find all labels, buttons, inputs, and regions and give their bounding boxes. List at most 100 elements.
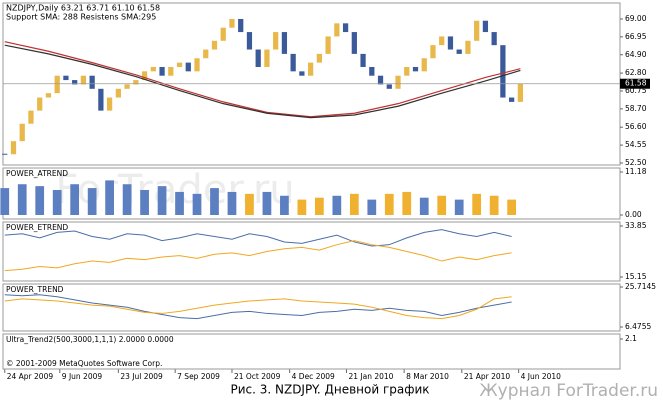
candle (412, 66, 419, 72)
candle (308, 62, 314, 76)
histogram-bar (384, 193, 394, 215)
candle (351, 32, 357, 54)
histogram-bar (280, 195, 289, 215)
histogram-bar (437, 195, 447, 215)
x-tick-label: 8 Mar 2010 (406, 372, 449, 381)
candle (185, 62, 191, 72)
y-tick-label: 69.00 (625, 14, 647, 23)
candle (54, 75, 60, 94)
histogram-bar (17, 184, 27, 215)
histogram-bar (507, 199, 517, 215)
copyright: © 2001-2009 MetaQuotes Software Corp. (6, 359, 162, 368)
panel-label: POWER_TREND (6, 285, 64, 294)
candle (72, 80, 78, 85)
candle (281, 32, 288, 54)
histogram-bar (122, 184, 132, 215)
candle (342, 23, 349, 33)
histogram-bar (210, 188, 219, 215)
histogram-bar (175, 191, 184, 215)
histogram-bar (227, 191, 237, 215)
indicator-line (4, 240, 512, 272)
candle (377, 75, 384, 85)
candle (482, 20, 489, 33)
caption: Рис. 3. NZDJPY. Дневной график (230, 383, 429, 397)
panel-label: POWER_ETREND (6, 223, 68, 232)
candle (211, 40, 218, 50)
candle (421, 58, 427, 72)
histogram-bar (262, 191, 272, 215)
y-tick-label: 58.70 (625, 104, 647, 113)
panel-label: POWER_ATREND (6, 169, 68, 178)
indicator-line (4, 296, 512, 320)
candle (264, 49, 270, 67)
candle (386, 84, 392, 89)
histogram-bar (35, 186, 45, 215)
x-tick-label: 21 Jan 2010 (348, 372, 393, 381)
x-tick-label: 4 Dec 2009 (292, 372, 335, 381)
candle (98, 88, 104, 111)
histogram-bar (314, 197, 324, 215)
x-tick-label: 4 Jun 2010 (521, 372, 562, 381)
histogram-bar (140, 190, 149, 215)
x-tick-label: 21 Oct 2009 (234, 372, 281, 381)
y-tick-label: 56.60 (625, 122, 647, 131)
panel-frame (2, 333, 621, 370)
histogram-bar (70, 184, 80, 215)
candle (28, 110, 34, 124)
candle (316, 53, 322, 63)
x-tick-label: 9 Jun 2009 (62, 372, 103, 381)
indicator-line (4, 294, 512, 320)
candle (456, 49, 462, 54)
candle (369, 66, 375, 76)
candle (168, 66, 174, 76)
y-tick-label: 0.00 (625, 210, 642, 219)
candle (439, 36, 445, 46)
last-price-box (620, 78, 650, 89)
histogram-bar (472, 193, 482, 215)
candle (395, 75, 401, 89)
candle (37, 97, 43, 111)
candle (325, 36, 331, 54)
sma-line (4, 41, 521, 118)
panel-frame (2, 283, 621, 332)
candle (273, 32, 279, 50)
candle (19, 123, 25, 142)
panel-frame (2, 221, 621, 282)
histogram-bar (192, 193, 202, 215)
candle (176, 62, 183, 67)
candle (474, 20, 480, 41)
candle (10, 141, 17, 155)
candle (80, 75, 87, 85)
histogram-bar (332, 195, 342, 215)
candle (465, 40, 471, 54)
candle (255, 49, 261, 67)
candle (299, 71, 305, 76)
candle (229, 18, 235, 28)
candle (194, 58, 200, 72)
y-tick-label: 54.55 (625, 140, 647, 149)
x-tick-label: 24 Apr 2009 (7, 372, 54, 381)
candle (89, 75, 95, 89)
y-tick-label: 64.90 (625, 50, 647, 59)
panel-label: Ultra_Trend2(500,3000,1,1,1) 2.0000 0.00… (6, 335, 174, 344)
candle (509, 97, 515, 102)
candle (106, 97, 113, 111)
histogram-bar (349, 193, 359, 215)
chart-title: NZDJPY,Daily 63.21 63.71 61.10 61.58 (6, 4, 160, 13)
histogram-bar (0, 188, 10, 215)
y-tick-label: 11.18 (625, 167, 647, 176)
x-tick-label: 7 Sep 2009 (177, 372, 220, 381)
y-tick-label: 33.85 (625, 221, 647, 230)
histogram-bar (367, 199, 377, 215)
candle (220, 27, 226, 41)
histogram-bar (157, 186, 167, 215)
y-tick-label: 25.7145 (625, 282, 656, 291)
candle (124, 84, 130, 89)
candle (45, 93, 52, 98)
y-tick-label: 66.95 (625, 32, 647, 41)
candle (159, 66, 165, 76)
last-price-label: 61.58 (625, 79, 647, 88)
candle (141, 71, 148, 81)
